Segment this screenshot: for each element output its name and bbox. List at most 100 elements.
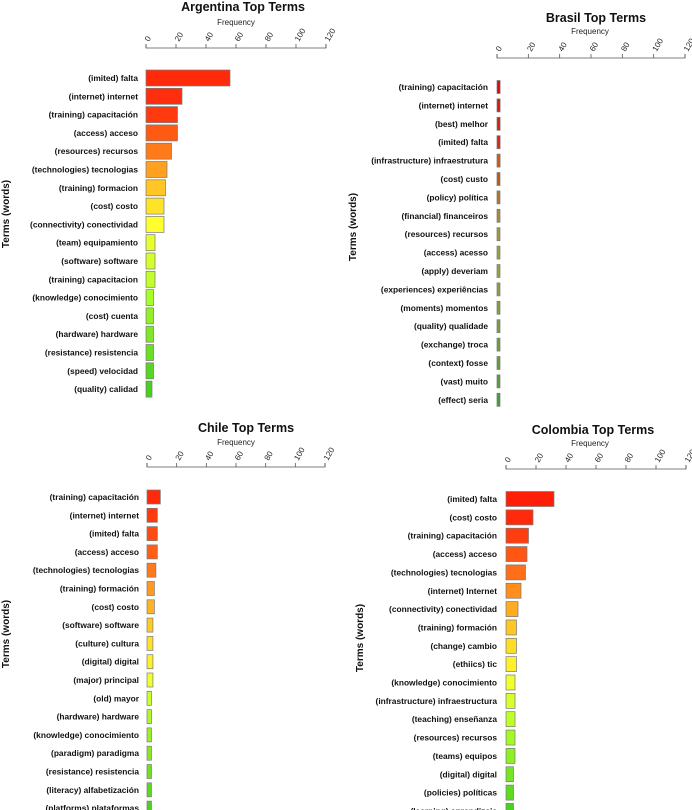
chart-title: Brasil Top Terms	[546, 11, 646, 25]
category-label: (training) capacitación	[399, 82, 488, 92]
category-label: (imited) falta	[447, 494, 497, 504]
category-label: (training) capacitación	[408, 531, 497, 541]
category-label: (paradigm) paradigma	[51, 748, 139, 758]
bar	[505, 637, 517, 654]
category-label: (apply) deveriam	[421, 266, 488, 276]
category-label: (connectivity) conectividad	[389, 604, 497, 614]
x-tick-label: 60	[233, 30, 246, 43]
bar	[505, 564, 526, 581]
category-label: (access) acesso	[424, 248, 488, 258]
category-label: (cost) costo	[92, 602, 139, 612]
x-tick-label: 20	[533, 451, 546, 464]
bar	[146, 764, 152, 779]
y-axis-label: Terms (words)	[1, 600, 12, 668]
bar	[145, 362, 154, 380]
bar	[145, 197, 165, 215]
bar	[146, 507, 158, 523]
bar	[496, 245, 501, 260]
bar	[146, 581, 155, 596]
category-label: (experiences) experiências	[381, 284, 488, 294]
category-label: (infrastructure) infraestrutura	[371, 156, 488, 166]
chart-panel-2: Chile Top Terms Frequency 0 20 40 60 80 100 120 T…	[1, 421, 337, 810]
bar	[496, 392, 501, 407]
bar	[505, 748, 516, 764]
category-label: (internet) internet	[70, 510, 140, 520]
category-label: (quality) qualidade	[414, 321, 488, 331]
y-axis-label: Terms (words)	[1, 180, 12, 248]
x-tick-label: 120	[682, 36, 692, 53]
x-tick-label: 40	[203, 449, 216, 462]
category-label: (policy) política	[427, 192, 489, 202]
x-tick-label: 40	[563, 451, 576, 464]
y-axis-label: Terms (words)	[348, 193, 359, 261]
category-label: (teaching) enseñanza	[412, 714, 498, 724]
bar	[496, 319, 501, 334]
bar	[146, 745, 152, 761]
bar	[505, 509, 534, 526]
bar	[145, 380, 153, 398]
x-axis-label: Frequency	[217, 18, 255, 27]
bar	[505, 729, 516, 746]
bar	[145, 161, 168, 178]
x-tick-label: 20	[174, 449, 187, 462]
category-label: (teams) equipos	[433, 751, 498, 761]
category-label: (internet) internet	[419, 100, 489, 110]
bar	[146, 599, 155, 615]
x-tick-label: 0	[143, 34, 153, 43]
bar	[496, 264, 501, 278]
category-label: (training) formación	[418, 622, 497, 632]
category-label: (digital) digital	[82, 657, 139, 667]
category-label: (effect) seria	[438, 395, 488, 405]
category-label: (cost) costo	[450, 512, 497, 522]
category-label: (resources) recursos	[405, 229, 489, 239]
category-label: (training) capacitación	[50, 492, 139, 502]
bar	[146, 800, 152, 810]
x-tick-label: 40	[557, 40, 570, 53]
category-label: (infrastructure) infraestructura	[376, 696, 498, 706]
category-label: (resources) recursos	[414, 733, 498, 743]
category-label: (knowledge) conocimiento	[33, 730, 139, 740]
bar	[496, 374, 501, 389]
bar	[145, 87, 183, 105]
bar	[496, 282, 501, 297]
category-label: (imited) falta	[89, 529, 139, 539]
category-label: (software) software	[62, 620, 139, 630]
category-label: (knowledge) conocimiento	[391, 678, 497, 688]
bar	[496, 80, 501, 94]
category-label: (best) melhor	[435, 119, 489, 129]
bar	[145, 270, 156, 288]
bar	[146, 636, 154, 651]
category-label: (imited) falta	[88, 73, 138, 83]
category-label: (exchange) troca	[421, 340, 488, 350]
x-tick-label: 80	[263, 449, 276, 462]
bar	[505, 711, 516, 728]
category-label: (training) capacitación	[49, 110, 138, 120]
category-label: (change) cambio	[430, 641, 497, 651]
bar	[145, 344, 154, 361]
x-tick-label: 100	[651, 36, 666, 53]
category-label: (hardware) hardware	[57, 712, 140, 722]
x-tick-label: 100	[653, 447, 668, 464]
category-label: (internet) Internet	[428, 586, 498, 596]
x-tick-label: 0	[144, 453, 154, 462]
bar	[505, 619, 517, 636]
bar	[505, 803, 514, 810]
bar	[505, 766, 514, 783]
x-axis-label: Frequency	[217, 438, 255, 447]
bar	[146, 690, 152, 706]
bar	[145, 234, 156, 252]
category-label: (quality) calidad	[74, 384, 138, 394]
bar	[496, 190, 501, 205]
category-label: (cost) custo	[441, 174, 488, 184]
bar	[505, 491, 555, 507]
x-tick-label: 120	[683, 447, 692, 464]
x-tick-label: 100	[292, 445, 307, 462]
category-label: (training) formación	[60, 584, 139, 594]
bar	[146, 544, 158, 560]
category-label: (cost) costo	[91, 201, 138, 211]
bar	[145, 216, 165, 233]
chart-title: Colombia Top Terms	[532, 423, 655, 437]
category-label: (resistance) resistencia	[45, 348, 138, 358]
category-label: (financial) financeiros	[401, 211, 488, 221]
category-label: (learning) aprendizaje	[410, 806, 497, 810]
